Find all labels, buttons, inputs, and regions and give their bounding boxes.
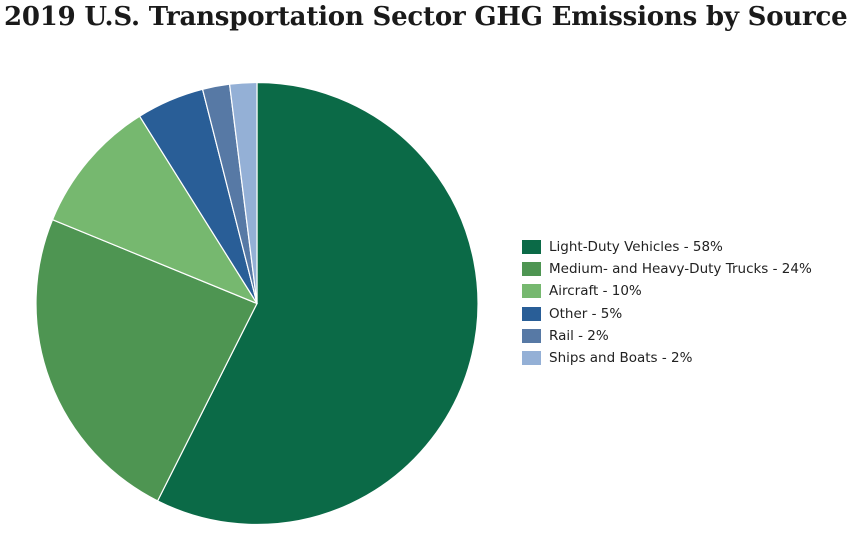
legend-label: Aircraft - 10%	[549, 283, 642, 300]
legend-item-other: Other - 5%	[522, 303, 812, 325]
legend-label: Rail - 2%	[549, 327, 609, 344]
legend-swatch	[522, 240, 541, 255]
legend-swatch	[522, 328, 541, 343]
chart-legend: Light-Duty Vehicles - 58% Medium- and He…	[522, 236, 812, 369]
legend-swatch	[522, 262, 541, 277]
legend-item-light-duty-vehicles: Light-Duty Vehicles - 58%	[522, 236, 812, 258]
chart-title: 2019 U.S. Transportation Sector GHG Emis…	[4, 2, 848, 32]
legend-item-trucks: Medium- and Heavy-Duty Trucks - 24%	[522, 258, 812, 280]
pie-slice-medium-and-heavy-duty-trucks	[35, 219, 258, 502]
pie-slice-aircraft	[51, 115, 258, 305]
legend-label: Medium- and Heavy-Duty Trucks - 24%	[549, 261, 812, 278]
legend-item-ships-and-boats: Ships and Boats - 2%	[522, 347, 812, 369]
legend-item-aircraft: Aircraft - 10%	[522, 280, 812, 302]
legend-label: Ships and Boats - 2%	[549, 350, 693, 367]
legend-swatch	[522, 351, 541, 366]
legend-swatch	[522, 284, 541, 299]
legend-item-rail: Rail - 2%	[522, 325, 812, 347]
legend-label: Light-Duty Vehicles - 58%	[549, 239, 723, 256]
legend-label: Other - 5%	[549, 305, 623, 322]
pie-slice-light-duty-vehicles	[156, 81, 479, 526]
pie-slice-ships-and-boats	[228, 81, 258, 305]
legend-swatch	[522, 306, 541, 321]
